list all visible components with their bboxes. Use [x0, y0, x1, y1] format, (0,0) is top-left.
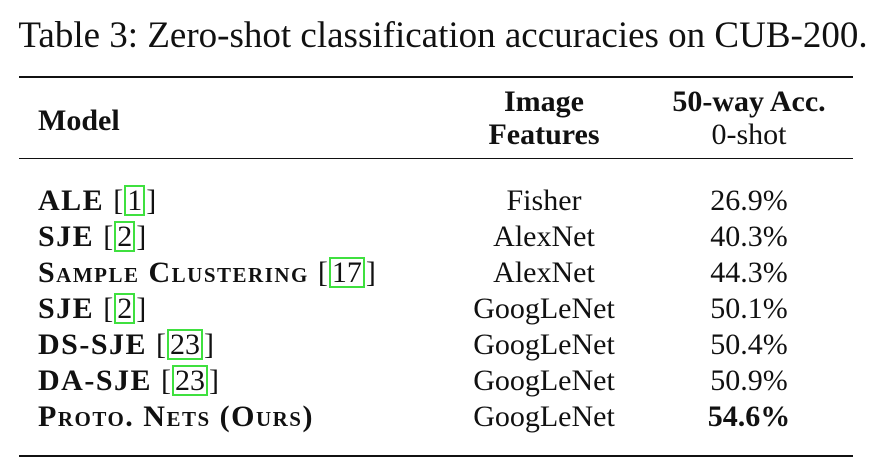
citation-link[interactable]: 1	[124, 185, 146, 216]
model-name: Sample Clustering [17]	[38, 256, 376, 289]
model-name: DS-SJE [23]	[38, 328, 215, 361]
accuracy-value: 50.4%	[710, 328, 788, 361]
table-row: SJE [2] GoogLeNet 50.1%	[0, 291, 886, 327]
model-name: SJE [2]	[38, 292, 147, 325]
image-features: AlexNet	[493, 256, 595, 289]
table-bottom-rule	[19, 455, 853, 457]
model-name: Proto. Nets (Ours)	[38, 400, 314, 433]
accuracy-value: 50.9%	[710, 364, 788, 397]
accuracy-value: 44.3%	[710, 256, 788, 289]
table-top-rule	[19, 76, 853, 78]
header-features-line2: Features	[488, 118, 600, 151]
table-caption: Table 3: Zero-shot classification accura…	[18, 15, 868, 56]
header-features-line1: Image	[504, 85, 584, 118]
model-name: ALE [1]	[38, 184, 157, 217]
table-row: DA-SJE [23] GoogLeNet 50.9%	[0, 363, 886, 399]
table-row: Proto. Nets (Ours) GoogLeNet 54.6%	[0, 399, 886, 435]
citation-link[interactable]: 2	[114, 221, 136, 252]
header-model: Model	[38, 104, 120, 137]
accuracy-value: 40.3%	[710, 220, 788, 253]
citation-link[interactable]: 23	[172, 365, 209, 396]
citation-link[interactable]: 17	[328, 257, 365, 288]
image-features: GoogLeNet	[473, 292, 615, 325]
image-features: GoogLeNet	[473, 400, 615, 433]
table-row: Sample Clustering [17] AlexNet 44.3%	[0, 255, 886, 291]
model-name: SJE [2]	[38, 220, 147, 253]
accuracy-value-best: 54.6%	[707, 400, 791, 433]
table-body: ALE [1] Fisher 26.9% SJE [2] AlexNet 40.…	[0, 183, 886, 435]
header-image-features: Image Features	[470, 85, 618, 151]
header-acc-line2: 0-shot	[711, 118, 787, 151]
header-acc-line1: 50-way Acc.	[672, 85, 826, 118]
image-features: GoogLeNet	[473, 328, 615, 361]
image-features: GoogLeNet	[473, 364, 615, 397]
header-accuracy: 50-way Acc. 0-shot	[654, 85, 844, 151]
accuracy-value: 50.1%	[710, 292, 788, 325]
citation-link[interactable]: 23	[167, 329, 204, 360]
model-name: DA-SJE [23]	[38, 364, 220, 397]
image-features: AlexNet	[493, 220, 595, 253]
citation-link[interactable]: 2	[114, 293, 136, 324]
table-row: SJE [2] AlexNet 40.3%	[0, 219, 886, 255]
table-header-rule	[19, 158, 853, 159]
table-row: ALE [1] Fisher 26.9%	[0, 183, 886, 219]
table-row: DS-SJE [23] GoogLeNet 50.4%	[0, 327, 886, 363]
accuracy-value: 26.9%	[710, 184, 788, 217]
image-features: Fisher	[506, 184, 582, 217]
